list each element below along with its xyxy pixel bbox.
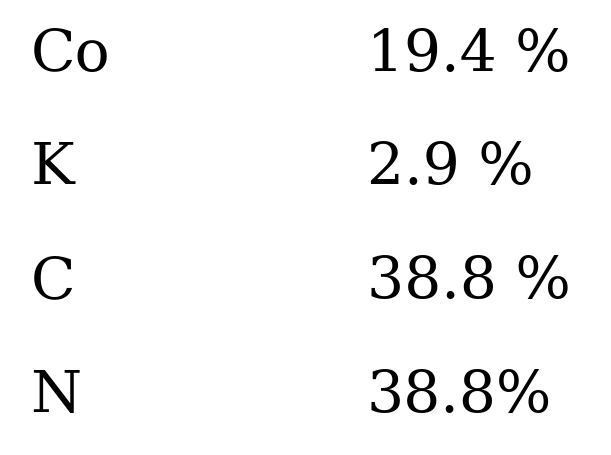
Text: C: C: [31, 254, 75, 310]
Text: 19.4 %: 19.4 %: [367, 26, 570, 83]
Text: Co: Co: [31, 26, 111, 83]
Text: 38.8 %: 38.8 %: [367, 254, 571, 310]
Text: K: K: [31, 140, 74, 197]
Text: 2.9 %: 2.9 %: [367, 140, 533, 197]
Text: 38.8%: 38.8%: [367, 368, 552, 424]
Text: N: N: [31, 368, 82, 424]
